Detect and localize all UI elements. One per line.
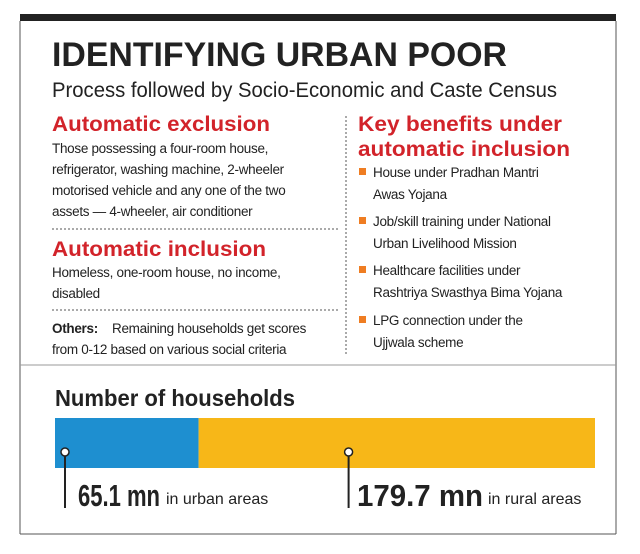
text-line: Those possessing a four-room house, — [52, 141, 268, 156]
heading: Automatic inclusion — [52, 238, 266, 261]
value-label: 179.7 mn — [357, 478, 483, 513]
value-label: 65.1 mn — [78, 478, 160, 513]
benefit-list: House under Pradhan Mantri Awas Yojana Job… — [359, 165, 563, 350]
bar-segment — [55, 418, 199, 468]
text-line: disabled — [52, 286, 100, 301]
heading: Key benefits under — [358, 113, 562, 136]
heading: Automatic exclusion — [52, 113, 270, 136]
text-line: refrigerator, washing machine, 2-wheeler — [52, 162, 285, 177]
pointer-dot — [343, 447, 354, 457]
text-line: Ujjwala scheme — [373, 335, 463, 350]
value-caption: in urban areas — [166, 491, 268, 508]
text-line: motorised vehicle and any one of the two — [52, 183, 285, 198]
bullet — [359, 266, 366, 273]
text-line: Awas Yojana — [373, 187, 448, 202]
text-line: LPG connection under the — [373, 313, 523, 328]
value-caption: in rural areas — [488, 491, 581, 508]
subtitle: Process followed by Socio-Economic and C… — [52, 79, 557, 102]
households-bar: 65.1 mn in urban areas 179.7 mn in rural ar… — [55, 418, 595, 513]
bullet — [359, 316, 366, 323]
top-rule — [20, 14, 616, 21]
bullet — [359, 217, 366, 224]
title: IDENTIFYING URBAN POOR — [52, 36, 507, 74]
bar-segment — [198, 418, 595, 468]
text-line: Job/skill training under National — [373, 214, 551, 229]
bullet — [359, 168, 366, 175]
others-label: Others: — [52, 321, 98, 336]
text-line: Healthcare facilities under — [373, 263, 521, 278]
pointer-dot — [60, 447, 70, 457]
text-line: from 0-12 based on various social criter… — [52, 342, 287, 357]
text-line: Rashtriya Swasthya Bima Yojana — [373, 285, 563, 300]
text-line: House under Pradhan Mantri — [373, 165, 539, 180]
text-line: Remaining households get scores — [112, 321, 307, 336]
text-line: Homeless, one-room house, no income, — [52, 265, 281, 280]
text-line: assets — 4-wheeler, air conditioner — [52, 204, 253, 219]
section-title: Number of households — [55, 385, 295, 411]
text-line: Urban Livelihood Mission — [373, 236, 517, 251]
heading: automatic inclusion — [358, 138, 570, 161]
